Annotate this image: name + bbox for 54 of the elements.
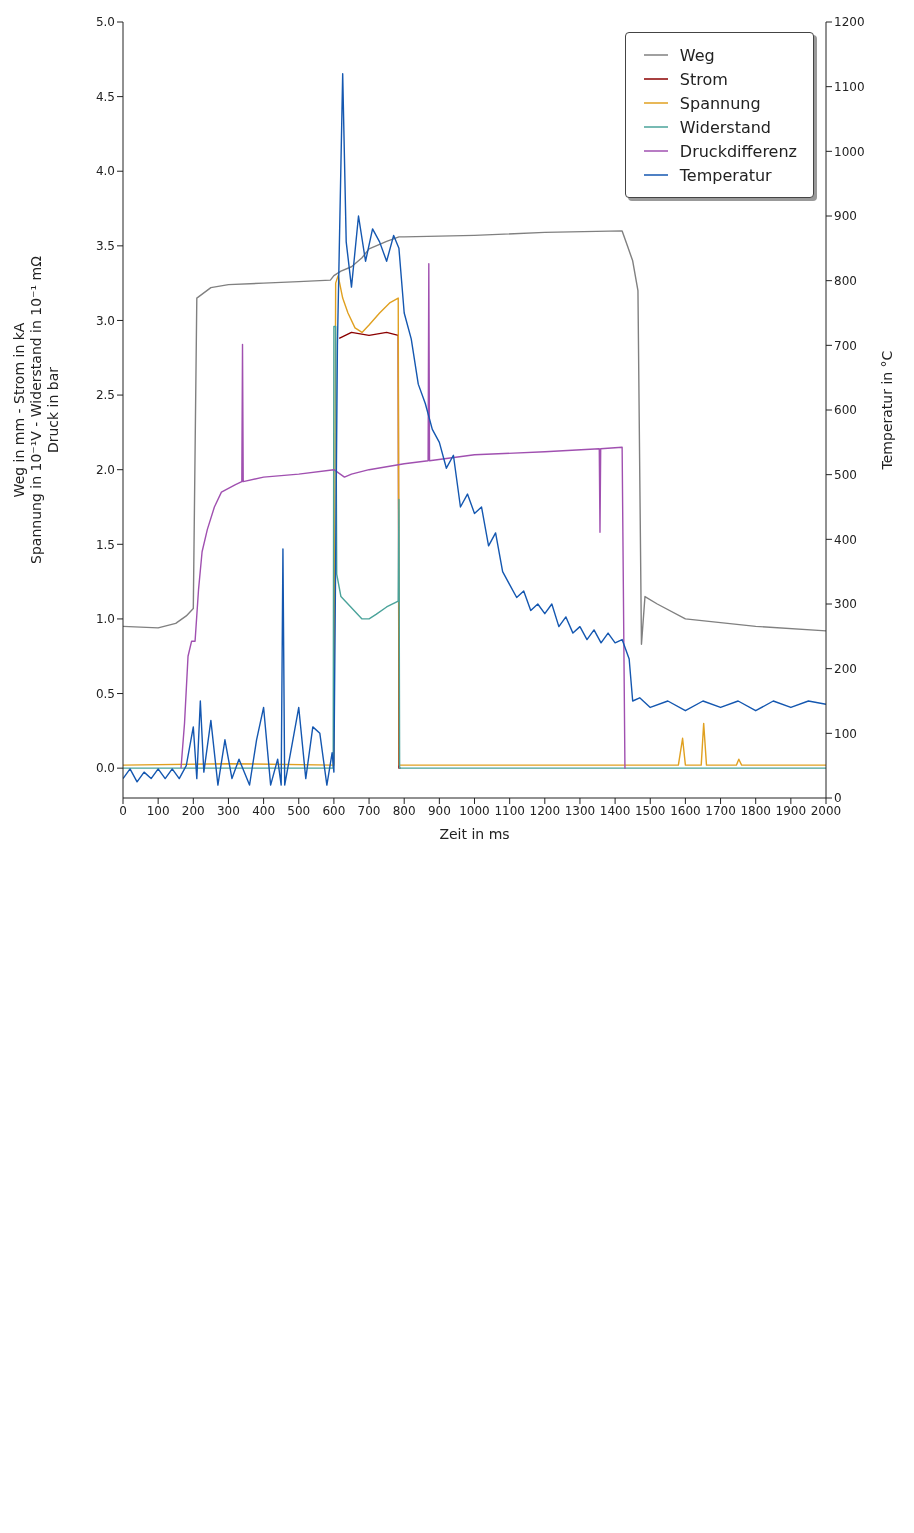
x-tick-label: 200 — [181, 803, 205, 818]
x-tick-label: 500 — [287, 803, 311, 818]
y2-tick-label: 600 — [834, 403, 857, 418]
x-tick-label: 300 — [217, 803, 240, 818]
y-tick-label: 5.0 — [95, 15, 115, 30]
y2-tick-label: 800 — [834, 273, 857, 288]
y2-axis-title: Temperatur in °C — [879, 350, 895, 471]
x-tick-label: 800 — [392, 803, 416, 818]
x-tick-label: 1300 — [564, 803, 596, 818]
x-tick-label: 1900 — [775, 803, 807, 818]
y-tick-label: 0.5 — [95, 686, 115, 701]
y2-tick-label: 0 — [834, 791, 842, 806]
y-tick-label: 2.5 — [95, 388, 115, 403]
y2-tick-label: 500 — [834, 467, 857, 482]
y-axis-title: Weg in mm - Strom in kA Spannung in 10⁻¹V - Widerstand in 10⁻¹ mΩ Druck in bar — [11, 255, 61, 564]
y2-tick-label: 1100 — [834, 79, 865, 94]
x-tick-label: 1800 — [740, 803, 771, 818]
legend-label: Weg — [679, 45, 715, 65]
x-tick-label: 1000 — [459, 803, 490, 818]
x-tick-label: 1600 — [670, 803, 701, 818]
x-tick-label: 1500 — [634, 803, 666, 818]
y-tick-label: 3.0 — [95, 313, 115, 328]
legend-label: Spannung — [679, 93, 761, 113]
legend-label: Temperatur — [679, 165, 772, 185]
y2-tick-label: 900 — [834, 209, 857, 224]
x-tick-label: 100 — [146, 803, 170, 818]
y2-tick-label: 1000 — [834, 144, 865, 159]
y-tick-label: 2.0 — [95, 462, 115, 477]
x-tick-label: 1700 — [705, 803, 736, 818]
x-axis-title: Zeit in ms — [439, 826, 510, 842]
y-tick-label: 3.5 — [95, 239, 115, 254]
legend-label: Druckdifferenz — [679, 141, 797, 161]
y-tick-label: 0.0 — [95, 761, 115, 776]
x-tick-label: 1400 — [599, 803, 631, 818]
y-tick-label: 4.5 — [95, 89, 115, 104]
x-tick-label: 600 — [322, 803, 346, 818]
y2-tick-label: 200 — [834, 661, 857, 676]
y2-tick-label: 1200 — [834, 15, 865, 30]
y2-tick-label: 300 — [834, 597, 857, 612]
x-tick-label: 2000 — [810, 803, 842, 818]
x-tick-label: 1200 — [529, 803, 561, 818]
y-tick-label: 1.5 — [95, 537, 115, 552]
legend-label: Strom — [679, 69, 728, 89]
y-tick-label: 1.0 — [95, 612, 115, 627]
x-tick-label: 900 — [427, 803, 451, 818]
y2-tick-label: 100 — [834, 726, 857, 741]
legend-label: Widerstand — [679, 117, 772, 137]
y2-tick-label: 400 — [834, 532, 857, 547]
x-tick-label: 1100 — [494, 803, 525, 818]
x-tick-label: 700 — [357, 803, 381, 818]
y-tick-label: 4.0 — [95, 164, 115, 179]
y2-tick-label: 700 — [834, 338, 857, 353]
x-tick-label: 400 — [252, 803, 276, 818]
x-tick-label: 0 — [119, 803, 127, 818]
